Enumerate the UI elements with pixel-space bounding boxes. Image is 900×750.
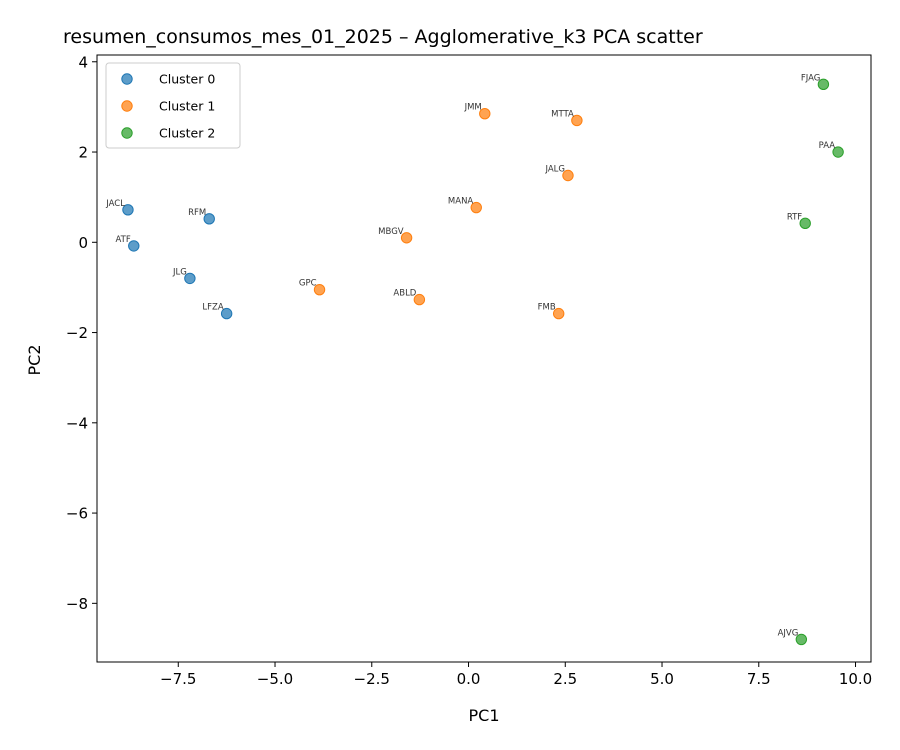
- x-tick-label: 7.5: [747, 670, 771, 688]
- y-tick-label: −8: [66, 595, 88, 613]
- data-point: [122, 204, 134, 216]
- chart-title: resumen_consumos_mes_01_2025 – Agglomera…: [63, 26, 703, 48]
- point-label: PAA: [819, 141, 836, 151]
- data-point: [413, 293, 426, 306]
- point-label: GPC: [299, 279, 317, 289]
- data-point: [220, 307, 233, 320]
- point-label: JMM: [464, 103, 482, 113]
- data-point: [203, 213, 215, 225]
- point-label: FJAG: [801, 73, 821, 83]
- data-point: [479, 107, 491, 120]
- data-point: [832, 146, 844, 158]
- point-label: FMB: [538, 303, 556, 313]
- legend-marker: [121, 127, 133, 139]
- y-tick-label: 2: [78, 144, 88, 162]
- x-axis-label: PC1: [469, 706, 500, 725]
- data-point: [795, 633, 808, 646]
- series-2: FJAG PAA RTF AJVG: [778, 73, 844, 646]
- point-label: RFM: [188, 208, 206, 218]
- legend-label: Cluster 0: [159, 72, 215, 87]
- plot-frame: [96, 54, 872, 663]
- point-label: ATF: [116, 235, 131, 245]
- legend-label: Cluster 1: [159, 99, 215, 114]
- y-axis-label: PC2: [25, 345, 44, 376]
- data-point: [313, 283, 326, 296]
- legend: Cluster 0 Cluster 1 Cluster 2: [105, 62, 241, 149]
- data-point: [571, 114, 583, 127]
- data-point: [400, 232, 413, 244]
- point-label: MBGV: [378, 227, 404, 237]
- x-tick-label: −5.0: [257, 670, 293, 688]
- data-point: [799, 217, 811, 230]
- data-point: [562, 169, 574, 182]
- point-label: ABLD: [393, 289, 416, 299]
- x-tick-label: 0.0: [457, 670, 481, 688]
- point-label: MANA: [448, 197, 474, 207]
- point-label: JLG: [172, 267, 187, 277]
- legend-marker: [121, 100, 133, 112]
- point-label: JALG: [544, 164, 565, 174]
- x-tick-label: 5.0: [650, 670, 674, 688]
- x-tick-label: 2.5: [553, 670, 577, 688]
- y-tick-label: 4: [78, 53, 88, 71]
- x-tick-label: −7.5: [160, 670, 196, 688]
- legend-marker: [121, 73, 133, 85]
- data-point: [128, 240, 140, 252]
- point-label: JACL: [105, 199, 125, 209]
- point-label: LFZA: [202, 303, 223, 313]
- data-point: [470, 201, 482, 214]
- series-1: JMM MTTA JALG MANA MBGV GPC ABLD FMB: [299, 103, 583, 320]
- point-label: RTF: [787, 212, 802, 222]
- y-tick-label: 0: [78, 234, 88, 252]
- x-tick-label: 10.0: [839, 670, 872, 688]
- y-tick-label: −4: [66, 414, 88, 432]
- y-tick-label: −2: [66, 324, 88, 342]
- legend-box: [105, 62, 241, 149]
- series-0: JACL RFM ATF JLG LFZA: [105, 199, 233, 320]
- point-label: AJVG: [778, 628, 799, 638]
- x-axis: −7.5 −5.0 −2.5 0.0 2.5 5.0 7.5 10.0: [160, 662, 872, 688]
- y-axis: 4 2 0 −2 −4 −6 −8: [66, 53, 97, 613]
- point-label: MTTA: [551, 109, 574, 119]
- data-point: [552, 307, 565, 320]
- plot-area: JACL RFM ATF JLG LFZA JMM MTTA JALG MANA MBGV GPC A…: [105, 73, 844, 646]
- data-point: [184, 272, 196, 285]
- data-point: [817, 78, 830, 91]
- legend-label: Cluster 2: [159, 126, 215, 141]
- x-tick-label: −2.5: [354, 670, 390, 688]
- y-tick-label: −6: [66, 505, 88, 523]
